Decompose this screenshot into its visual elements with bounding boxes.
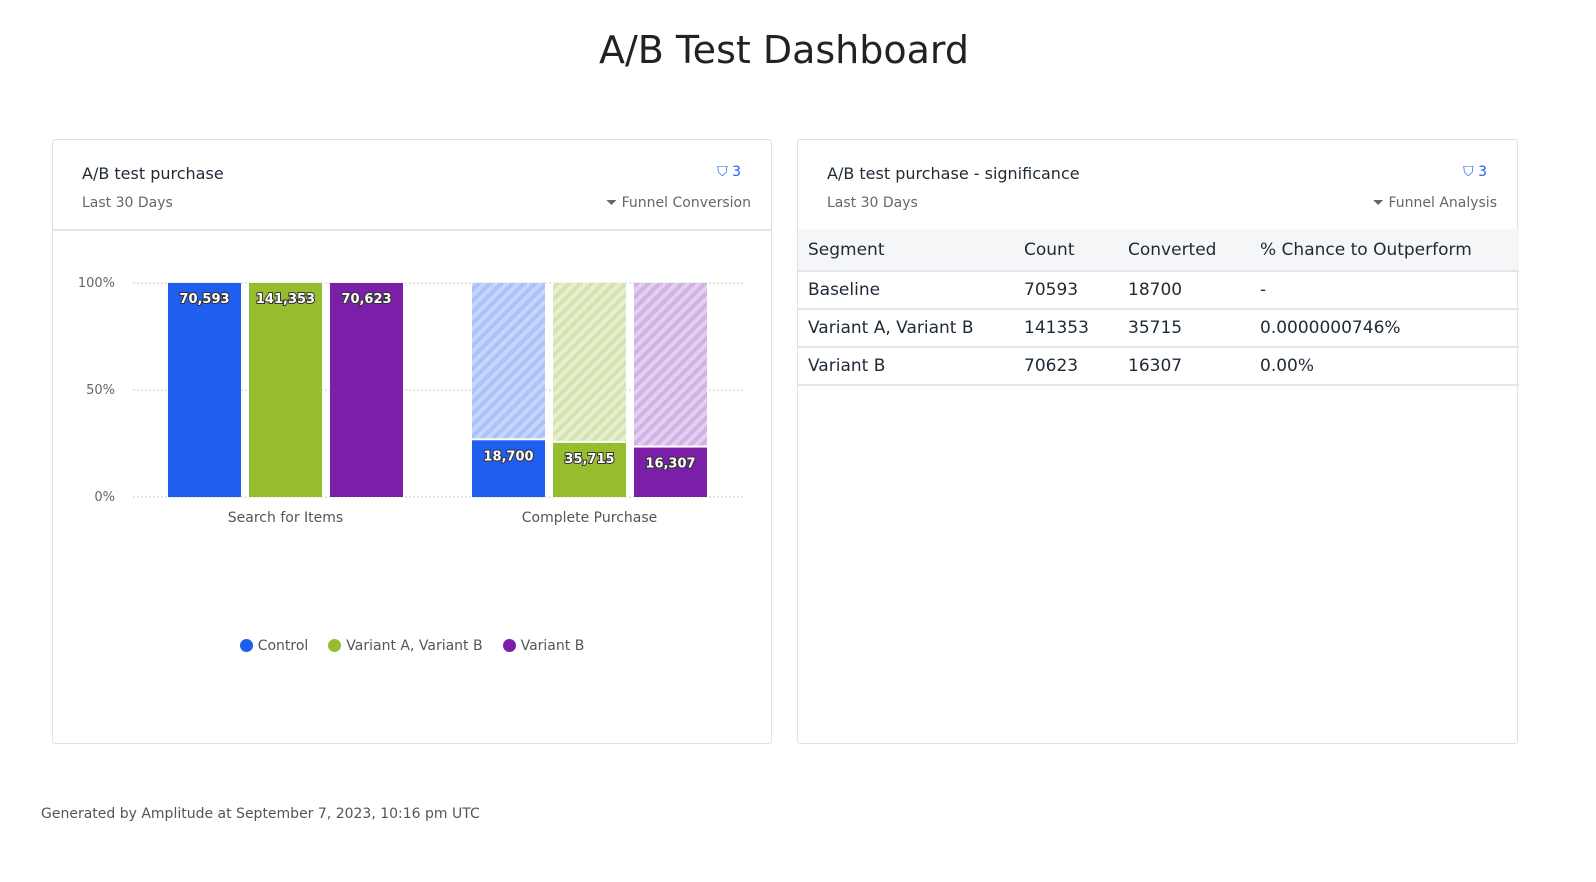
x-tick-label: Complete Purchase xyxy=(522,510,658,526)
filter-count-button[interactable]: ⛉ 3 xyxy=(717,164,741,180)
column-header: Converted xyxy=(1118,229,1250,272)
table-title[interactable]: A/B test purchase - significance xyxy=(827,164,1080,183)
table-cell: 141353 xyxy=(1014,309,1118,348)
y-tick-label: 100% xyxy=(78,276,115,291)
legend: Control Variant A, Variant B Variant B xyxy=(53,638,771,654)
table-cell: 35715 xyxy=(1118,309,1250,348)
legend-item[interactable]: Control xyxy=(239,638,309,654)
table-cell: Variant B xyxy=(798,347,1014,386)
table-row: Variant B 70623 16307 0.00% xyxy=(798,347,1519,386)
table-cell: 16307 xyxy=(1118,347,1250,386)
table-row: Baseline 70593 18700- xyxy=(798,271,1519,310)
table-cell: Variant A, Variant B xyxy=(798,309,1014,348)
legend-swatch xyxy=(502,639,516,652)
chart-type: ⏷ Funnel Analysis xyxy=(1372,195,1497,211)
bar[interactable] xyxy=(330,283,403,497)
bar-data-label: 70,593 xyxy=(179,292,229,307)
bar-data-label: 141,353 xyxy=(256,292,315,307)
legend-label: Control xyxy=(257,638,309,654)
date-range: Last 30 Days xyxy=(827,195,918,211)
bar-data-label: 18,700 xyxy=(483,449,533,464)
footer: Generated by Amplitude at September 7, 2… xyxy=(41,806,480,822)
table-cell: 0.00% xyxy=(1250,347,1519,386)
funnel-icon: ⏷ xyxy=(605,195,618,211)
legend-item[interactable]: Variant B xyxy=(502,638,585,654)
page-title: A/B Test Dashboard xyxy=(598,28,970,72)
significance-card-header: A/B test purchase - significance Last 30… xyxy=(798,140,1517,231)
table-row: Variant A, Variant B 141353 35715 0.0000000… xyxy=(798,309,1519,348)
legend-label: Variant B xyxy=(520,638,585,654)
table-cell: 18700 xyxy=(1118,271,1250,310)
legend-swatch xyxy=(239,639,253,652)
bar-data-label: 16,307 xyxy=(645,457,695,472)
dropoff-bar[interactable] xyxy=(634,283,707,446)
table-cell: 70593 xyxy=(1014,271,1118,310)
bar-chart: 0% 50% 100% 70,593 141,353 70,623 Search for I… xyxy=(78,276,743,526)
column-header: Count xyxy=(1014,229,1118,272)
column-header: Segment xyxy=(798,229,1014,272)
funnel-icon: ⏷ xyxy=(1372,195,1384,211)
y-tick-label: 0% xyxy=(94,490,115,505)
legend-item[interactable]: Variant A, Variant B xyxy=(328,638,483,654)
table-cell: Baseline xyxy=(798,271,1014,310)
bar[interactable] xyxy=(553,442,626,497)
column-header: % Chance to Outperform xyxy=(1250,229,1519,272)
filter-icon: ⛉ xyxy=(717,164,728,180)
y-tick-label: 50% xyxy=(86,383,115,398)
significance-table: Segment Count Converted % Chance to Outp… xyxy=(798,229,1519,386)
chart-title[interactable]: A/B test purchase xyxy=(82,164,224,183)
bar[interactable] xyxy=(634,447,707,497)
legend-swatch xyxy=(328,639,342,652)
dropoff-bar[interactable] xyxy=(472,283,545,439)
table-cell: 70623 xyxy=(1014,347,1118,386)
bar-data-label: 35,715 xyxy=(564,452,614,467)
chart-card-header: A/B test purchase Last 30 Days ⛉ 3 ⏷ Fun… xyxy=(53,140,771,231)
bar[interactable] xyxy=(472,440,545,497)
legend-label: Variant A, Variant B xyxy=(346,638,483,654)
dropoff-bar[interactable] xyxy=(553,283,626,441)
filter-count-button[interactable]: ⛉ 3 xyxy=(1463,164,1487,180)
chart-card: A/B test purchase Last 30 Days ⛉ 3 ⏷ Fun… xyxy=(52,139,772,744)
date-range: Last 30 Days xyxy=(82,195,173,211)
x-tick-label: Search for Items xyxy=(228,510,343,526)
bar-data-label: 70,623 xyxy=(341,292,391,307)
bar[interactable] xyxy=(249,283,322,497)
table-cell: 0.0000000746% xyxy=(1250,309,1519,348)
table-cell: - xyxy=(1250,271,1519,310)
filter-icon: ⛉ xyxy=(1463,164,1474,180)
chart-type: ⏷ Funnel Conversion xyxy=(605,195,751,211)
bar[interactable] xyxy=(168,283,241,497)
significance-card: A/B test purchase - significance Last 30… xyxy=(797,139,1519,744)
